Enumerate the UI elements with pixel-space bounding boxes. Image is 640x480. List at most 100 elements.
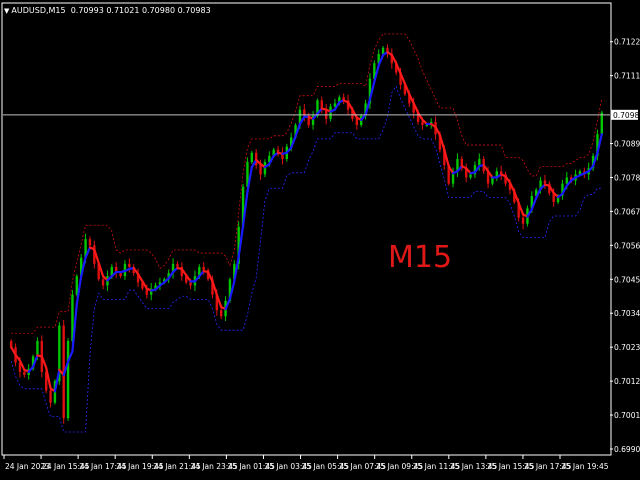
ohlc-values: 0.70993 0.71021 0.70980 0.70983 (70, 6, 211, 15)
candle-body (539, 180, 542, 190)
candle-body (268, 155, 271, 163)
trend-line-up-segment (167, 270, 175, 280)
x-tick-label: 25 Jan 07:45 (339, 462, 387, 471)
candle-body (18, 362, 22, 372)
trend-line-down-segment (399, 72, 407, 85)
trend-line-up-segment (84, 246, 92, 259)
candle-body (464, 168, 468, 178)
trend-line-up-segment (294, 122, 302, 138)
candle-body (368, 78, 372, 104)
candle-body (408, 94, 411, 104)
candle-body (23, 371, 26, 375)
trend-line-up-segment (373, 64, 380, 83)
trend-line-down-segment (346, 101, 354, 111)
trend-line-down-segment (211, 280, 218, 296)
trend-line-up-segment (250, 158, 258, 169)
candles-layer (9, 44, 604, 424)
candle-body (373, 63, 376, 79)
candle-body (250, 152, 254, 163)
trend-line-down-segment (395, 62, 402, 75)
trend-line-up-segment (364, 98, 372, 116)
candle-body (180, 266, 184, 277)
candle-body (184, 276, 188, 283)
candle-body (438, 134, 442, 150)
trend-line-down-segment (132, 266, 140, 276)
candle-body (119, 273, 122, 277)
candle-body (294, 125, 297, 138)
candle-body (333, 103, 337, 107)
trend-line-down-segment (390, 53, 398, 65)
trend-line-down-segment (18, 359, 26, 371)
x-tick-label: 25 Jan 13:45 (450, 462, 498, 471)
candle-body (530, 195, 534, 209)
candle-body (88, 239, 92, 246)
x-tick-label: 25 Jan 05:45 (302, 462, 350, 471)
plot-frame (1, 2, 612, 456)
trend-line-down-segment (45, 366, 52, 390)
trend-line-up-segment (596, 133, 603, 154)
candle-body (136, 273, 140, 283)
trend-line-up-segment (75, 275, 83, 306)
trend-line-down-segment (141, 280, 148, 290)
trend-line-up-segment (360, 113, 367, 121)
candle-body (49, 390, 52, 403)
trend-line-down-segment (206, 270, 214, 283)
candle-body (504, 174, 507, 184)
trend-line-up-segment (66, 350, 74, 363)
candle-body (469, 174, 472, 178)
timeframe-label: M15 (388, 240, 453, 275)
candle-body (320, 100, 324, 110)
candle-body (128, 263, 131, 267)
trend-line-down-segment (351, 108, 358, 119)
candle-body (259, 165, 262, 175)
candle-body (176, 263, 179, 267)
trend-line-up-segment (587, 165, 595, 173)
current-price-text: 0.70983 (613, 111, 640, 120)
candle-body (233, 263, 236, 280)
candle-body (93, 245, 96, 264)
x-tick-label: 25 Jan 15:45 (487, 462, 535, 471)
candle-body (202, 266, 205, 271)
trend-line-down-segment (508, 181, 516, 193)
candle-body (399, 72, 402, 85)
x-tick-label: 25 Jan 19:45 (561, 462, 609, 471)
trend-line-up-segment (316, 107, 323, 115)
candle-body (276, 149, 280, 153)
candle-body (145, 288, 149, 295)
trend-line-down-segment (438, 134, 446, 151)
trend-line-up-segment (233, 255, 240, 283)
candle-body (303, 109, 306, 116)
x-tick-label: 25 Jan 03:45 (264, 462, 312, 471)
candle-body (543, 180, 547, 184)
trend-line-up-segment (473, 165, 481, 174)
candle-body (241, 186, 245, 227)
trend-line-up-segment (80, 256, 87, 278)
candle-body (84, 239, 87, 258)
candle-body (495, 171, 499, 178)
candle-body (215, 294, 219, 311)
candle-body (513, 189, 516, 203)
trend-line-down-segment (465, 167, 472, 175)
candle-body (101, 279, 105, 286)
candle-body (565, 177, 569, 184)
candle-body (596, 134, 599, 156)
candle-body (289, 137, 293, 147)
collapse-triangle-icon[interactable]: ▼ (4, 7, 10, 15)
x-tick-label: 24 Jan 21:45 (153, 462, 201, 471)
candle-body (110, 266, 114, 277)
candle-body (600, 112, 604, 135)
candle-body (71, 294, 74, 341)
trend-line-up-segment (290, 135, 297, 149)
candle-body (351, 109, 354, 119)
candle-body (556, 195, 560, 203)
trend-line-up-segment (268, 154, 275, 166)
trend-line-up-segment (526, 208, 533, 218)
